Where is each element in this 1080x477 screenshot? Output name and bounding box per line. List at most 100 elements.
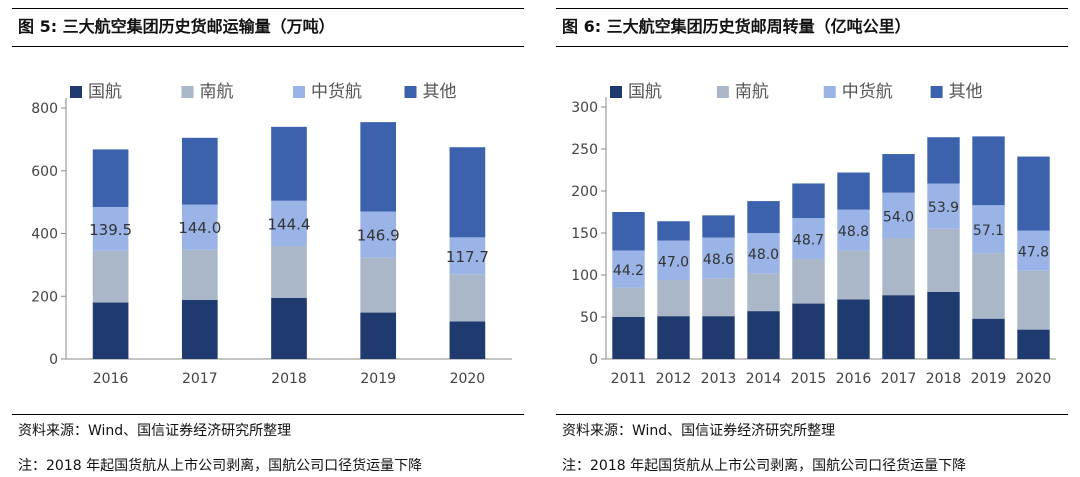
bar-2016-南航 bbox=[837, 250, 870, 300]
bar-2016-国航 bbox=[92, 302, 129, 359]
bar-2017-中货航 bbox=[882, 192, 915, 239]
bar-2011-其他 bbox=[612, 212, 645, 251]
bar-2019-中货航 bbox=[360, 211, 397, 258]
bar-2012-南航 bbox=[657, 280, 690, 317]
x-tick-label-2015: 2015 bbox=[791, 371, 827, 387]
bar-2012-国航 bbox=[657, 316, 690, 359]
bar-2020-南航 bbox=[1017, 270, 1050, 330]
data-label-2016: 48.8 bbox=[838, 224, 869, 240]
data-label-2018: 144.4 bbox=[268, 215, 311, 233]
figure-5-panel: 图 5: 三大航空集团历史货邮运输量（万吨） 国航 南航 中货航 其他 0 200 400 6… bbox=[12, 0, 524, 477]
bar-2019-中货航 bbox=[972, 205, 1005, 254]
bar-2020-南航 bbox=[449, 274, 486, 322]
bar-2017-其他 bbox=[181, 137, 218, 205]
bar-2020-其他 bbox=[449, 147, 486, 238]
y-tick-label-1: 200 bbox=[31, 289, 58, 305]
legend-label-3: 其他 bbox=[423, 82, 457, 102]
bar-2020-其他 bbox=[1017, 156, 1050, 231]
legend-label-2: 中货航 bbox=[842, 82, 893, 102]
bar-2011-中货航 bbox=[612, 250, 645, 288]
x-tick-label-2018: 2018 bbox=[926, 371, 962, 387]
bar-2016-中货航 bbox=[837, 209, 870, 251]
data-label-2020: 117.7 bbox=[446, 248, 489, 266]
y-tick-label-2: 400 bbox=[31, 227, 58, 243]
y-tick-label-3: 150 bbox=[571, 226, 598, 242]
x-tick-label-2011: 2011 bbox=[611, 371, 647, 387]
legend-label-1: 南航 bbox=[735, 82, 769, 102]
figure-6-title: 图 6: 三大航空集团历史货邮周转量（亿吨公里） bbox=[562, 17, 911, 36]
bar-2016-南航 bbox=[92, 250, 129, 303]
bar-2013-中货航 bbox=[702, 237, 735, 279]
data-label-2013: 48.6 bbox=[703, 252, 734, 268]
bar-2017-国航 bbox=[882, 295, 915, 359]
bar-2018-中货航 bbox=[927, 183, 960, 229]
bar-2016-国航 bbox=[837, 299, 870, 359]
x-tick-label-2013: 2013 bbox=[701, 371, 737, 387]
figure-6-panel: 图 6: 三大航空集团历史货邮周转量（亿吨公里） 国航 南航 中货航 其他 0 50 100… bbox=[556, 0, 1068, 477]
y-tick-label-2: 100 bbox=[571, 268, 598, 284]
bar-2017-其他 bbox=[882, 154, 915, 193]
top-rule bbox=[556, 8, 1068, 9]
bar-2018-国航 bbox=[271, 297, 307, 359]
bar-2013-南航 bbox=[702, 278, 735, 317]
bar-2019-其他 bbox=[360, 122, 397, 212]
title-rule bbox=[12, 46, 524, 47]
bar-2019-国航 bbox=[360, 312, 397, 359]
bar-2019-其他 bbox=[972, 136, 1005, 206]
bar-2016-其他 bbox=[837, 172, 870, 210]
bar-2015-中货航 bbox=[792, 218, 825, 260]
y-tick-label-4: 800 bbox=[31, 101, 58, 117]
bar-2014-其他 bbox=[747, 201, 780, 233]
data-label-2012: 47.0 bbox=[658, 254, 689, 270]
x-tick-label-2020: 2020 bbox=[450, 371, 486, 387]
figure-6-source: 资料来源：Wind、国信证券经济研究所整理 bbox=[562, 423, 836, 439]
bar-2011-南航 bbox=[612, 287, 645, 317]
y-tick-label-6: 300 bbox=[571, 100, 598, 116]
legend-label-0: 国航 bbox=[88, 82, 122, 102]
bar-2019-国航 bbox=[972, 318, 1005, 359]
legend-label-0: 国航 bbox=[628, 82, 662, 102]
bar-2020-国航 bbox=[1017, 329, 1050, 359]
bar-2018-国航 bbox=[927, 291, 960, 359]
x-tick-label-2017: 2017 bbox=[182, 371, 218, 387]
figure-5-source: 资料来源：Wind、国信证券经济研究所整理 bbox=[18, 423, 292, 439]
bar-2015-南航 bbox=[792, 259, 825, 304]
data-label-2017: 54.0 bbox=[883, 209, 914, 225]
bar-2011-国航 bbox=[612, 317, 645, 359]
bar-2017-国航 bbox=[181, 300, 218, 359]
y-tick-label-0: 0 bbox=[589, 352, 598, 368]
y-tick-label-5: 250 bbox=[571, 142, 598, 158]
bar-2012-其他 bbox=[657, 221, 690, 241]
top-rule bbox=[12, 8, 524, 9]
y-tick-label-4: 200 bbox=[571, 184, 598, 200]
data-label-2020: 47.8 bbox=[1018, 245, 1049, 261]
bar-2018-其他 bbox=[927, 137, 960, 184]
cargo-turnover-chart: 国航 南航 中货航 其他 0 50 100 150 200 250 300 44.2 2011 47.0 2… bbox=[571, 82, 1056, 387]
bar-2012-中货航 bbox=[657, 240, 690, 281]
legend-label-1: 南航 bbox=[200, 82, 234, 102]
cargo-volume-chart: 国航 南航 中货航 其他 0 200 400 600 800 139.5 2016 144.0 2017… bbox=[31, 82, 512, 387]
legend-swatch-2 bbox=[823, 86, 836, 98]
bar-2018-南航 bbox=[271, 246, 307, 298]
bar-2018-中货航 bbox=[271, 200, 307, 247]
legend-label-3: 其他 bbox=[949, 82, 983, 102]
y-tick-label-1: 50 bbox=[580, 310, 598, 326]
x-tick-label-2016: 2016 bbox=[836, 371, 872, 387]
bar-2020-国航 bbox=[449, 321, 486, 359]
data-label-2011: 44.2 bbox=[613, 263, 644, 279]
legend-swatch-1 bbox=[181, 86, 194, 98]
data-label-2019: 146.9 bbox=[357, 227, 400, 245]
bar-2017-南航 bbox=[181, 249, 218, 301]
legend-swatch-2 bbox=[293, 86, 305, 98]
bar-2020-中货航 bbox=[449, 237, 486, 275]
bar-2020-中货航 bbox=[1017, 230, 1050, 271]
legend-swatch-1 bbox=[716, 86, 729, 98]
data-label-2016: 139.5 bbox=[89, 221, 132, 239]
bar-2017-中货航 bbox=[181, 204, 218, 250]
legend-swatch-0 bbox=[70, 86, 82, 98]
bar-2014-国航 bbox=[747, 311, 780, 359]
data-label-2019: 57.1 bbox=[973, 223, 1004, 239]
bar-2013-国航 bbox=[702, 316, 735, 359]
data-label-2015: 48.7 bbox=[793, 233, 824, 249]
x-tick-label-2012: 2012 bbox=[656, 371, 692, 387]
